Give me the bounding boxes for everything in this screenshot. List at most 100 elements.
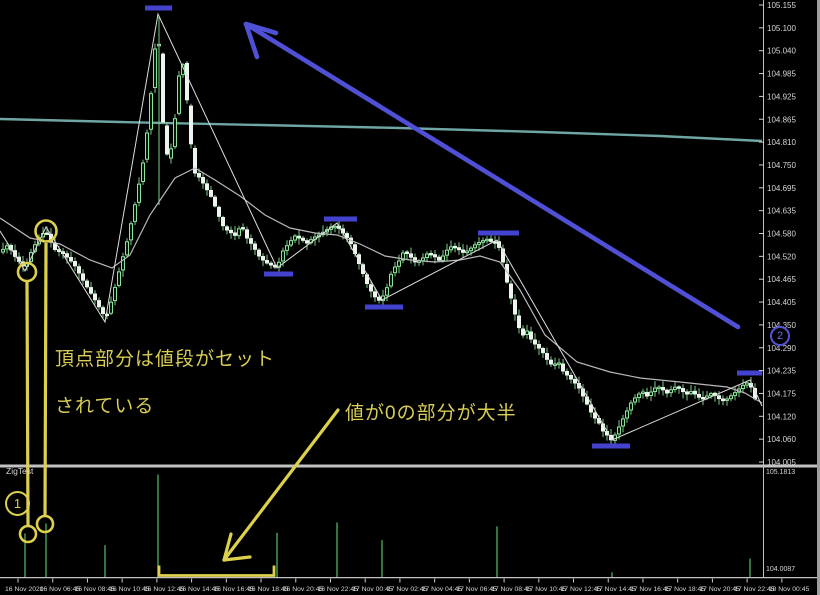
candle-down — [357, 254, 361, 264]
candle-up — [109, 301, 113, 314]
candle-up — [637, 393, 641, 398]
candle-down — [249, 238, 253, 244]
time-label: 16 Nov 18:45 — [248, 586, 289, 593]
candle-down — [257, 249, 261, 257]
time-label: 17 Nov 04:45 — [422, 586, 463, 593]
candle-down — [165, 125, 169, 155]
candle-down — [453, 245, 457, 249]
candle-up — [745, 382, 749, 386]
candle-down — [261, 256, 265, 261]
candle-up — [653, 387, 657, 392]
candle-down — [437, 256, 441, 261]
candle-down — [345, 233, 349, 239]
candle-up — [669, 389, 673, 394]
price-label: 104.120 — [767, 412, 796, 421]
candle-up — [389, 273, 393, 287]
candle-up — [169, 148, 173, 159]
candle-down — [225, 226, 229, 231]
candle-up — [5, 245, 9, 250]
arrow-head — [243, 21, 279, 36]
candle-up — [113, 286, 117, 302]
candle-down — [305, 240, 309, 244]
candle-up — [401, 252, 405, 261]
pointer-line — [43, 242, 48, 517]
candle-down — [297, 235, 301, 239]
candle-down — [209, 190, 213, 197]
candle-up — [705, 395, 709, 399]
candle-up — [237, 228, 241, 237]
candle-up — [477, 242, 481, 245]
candle-up — [709, 393, 713, 397]
candle-up — [557, 362, 561, 365]
candle-down — [77, 266, 81, 274]
time-label: 16 Nov 12:45 — [144, 586, 185, 593]
candle-up — [157, 43, 161, 47]
candle-up — [421, 257, 425, 262]
candle-down — [529, 331, 533, 340]
candle-up — [153, 48, 157, 88]
candle-up — [673, 386, 677, 390]
candle-up — [141, 162, 145, 182]
time-label: 16 Nov 14:45 — [179, 586, 220, 593]
candle-down — [233, 232, 237, 236]
candle-down — [697, 394, 701, 398]
annotation-peaks-note-line1: 頂点部分は値段がセット — [55, 349, 276, 370]
price-label: 104.925 — [767, 92, 796, 101]
candle-down — [405, 251, 409, 254]
indicator-max-label: 105.1813 — [766, 469, 796, 476]
yellow-annotations — [16, 219, 340, 577]
candle-down — [517, 315, 521, 329]
candle-down — [569, 375, 573, 380]
candle-down — [189, 105, 193, 145]
candle-up — [129, 223, 133, 241]
candle-down — [45, 232, 49, 235]
candle-up — [281, 250, 285, 262]
time-label: 17 Nov 10:45 — [526, 586, 567, 593]
candle-down — [241, 227, 245, 230]
candle-down — [301, 237, 305, 241]
candle-down — [561, 363, 565, 372]
time-label: 16 Nov 2020 — [5, 586, 44, 593]
zero-range-bracket — [157, 565, 276, 577]
pointer-line — [25, 281, 30, 527]
candle-down — [205, 183, 209, 191]
candle-down — [701, 397, 705, 400]
candle-up — [633, 397, 637, 403]
time-label: 16 Nov 08:45 — [74, 586, 115, 593]
candle-down — [593, 412, 597, 419]
candle-up — [469, 247, 473, 252]
price-label: 105.100 — [767, 24, 796, 33]
candle-down — [253, 243, 257, 250]
candle-down — [265, 260, 269, 264]
candle-up — [621, 418, 625, 427]
candle-up — [133, 204, 137, 222]
time-label: 17 Nov 14:45 — [595, 586, 636, 593]
candle-down — [73, 261, 77, 267]
candle-up — [125, 241, 129, 256]
candle-up — [397, 260, 401, 267]
zigtest-spikes — [24, 474, 751, 577]
price-label: 104.985 — [767, 70, 796, 79]
candle-up — [445, 249, 449, 256]
time-label: 17 Nov 18:45 — [665, 586, 706, 593]
price-axis[interactable]: 105.155 105.100 105.040 104.985 104.925 104.8… — [759, 1, 796, 467]
candle-up — [649, 391, 653, 396]
highlight-circle — [18, 524, 38, 544]
candle-up — [481, 240, 485, 243]
price-label: 104.810 — [767, 138, 796, 147]
candle-up — [173, 118, 177, 148]
candle-up — [689, 391, 693, 395]
candle-down — [717, 395, 721, 400]
candle-down — [461, 249, 465, 253]
candle-down — [513, 299, 517, 315]
yellow-arrow-head — [222, 532, 233, 562]
candle-down — [97, 300, 101, 308]
candle-down — [509, 283, 513, 299]
candle-down — [245, 229, 249, 239]
candle-down — [85, 280, 89, 288]
time-label: 17 Nov 00:45 — [352, 586, 393, 593]
candle-down — [457, 247, 461, 251]
